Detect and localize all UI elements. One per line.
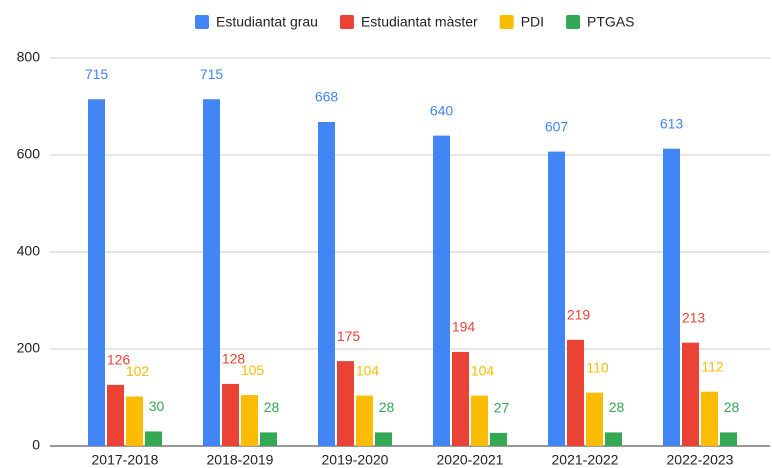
data-label: 28: [379, 399, 395, 415]
bar: [605, 432, 622, 446]
bar: [471, 395, 488, 446]
bar: [356, 395, 373, 446]
bar: [720, 432, 737, 446]
x-tick-label: 2021-2022: [552, 452, 619, 468]
bar: [241, 395, 258, 446]
data-label: 28: [724, 399, 740, 415]
legend-swatch: [566, 15, 581, 29]
data-label: 104: [356, 362, 380, 378]
data-label: 613: [660, 115, 684, 131]
y-tick-label: 0: [32, 437, 40, 453]
legend-label: PDI: [521, 14, 544, 30]
data-label: 102: [126, 363, 150, 379]
y-tick-label: 600: [17, 146, 41, 162]
data-label: 28: [609, 399, 625, 415]
x-tick-label: 2018-2019: [207, 452, 274, 468]
bar: [682, 342, 699, 446]
bar: [337, 361, 354, 446]
legend-label: Estudiantat grau: [216, 14, 318, 30]
data-label: 104: [471, 362, 495, 378]
data-label: 607: [545, 118, 569, 134]
bar: [107, 384, 124, 446]
legend-label: Estudiantat màster: [361, 14, 478, 30]
data-label: 175: [337, 328, 361, 344]
data-label: 194: [452, 319, 476, 335]
data-label: 126: [107, 352, 131, 368]
data-label: 668: [315, 89, 339, 105]
legend-label: PTGAS: [587, 14, 634, 30]
bar: [222, 383, 239, 446]
x-tick-label: 2017-2018: [92, 452, 159, 468]
data-label: 128: [222, 351, 246, 367]
data-label: 105: [241, 362, 265, 378]
y-tick-label: 800: [17, 49, 41, 65]
data-label: 640: [430, 102, 454, 118]
y-tick-label: 400: [17, 243, 41, 259]
bar: [203, 99, 220, 446]
bar: [701, 391, 718, 446]
data-label: 715: [200, 66, 224, 82]
bar: [126, 396, 143, 446]
data-label: 219: [567, 306, 591, 322]
data-label: 30: [149, 398, 165, 414]
data-label: 110: [586, 359, 609, 375]
data-label: 213: [682, 309, 706, 325]
x-tick-label: 2019-2020: [322, 452, 389, 468]
bar: [88, 99, 105, 446]
bar: [260, 432, 277, 446]
x-tick-label: 2020-2021: [437, 452, 504, 468]
bar: [375, 432, 392, 446]
data-label: 112: [701, 358, 724, 374]
bar: [318, 122, 335, 447]
data-label: 27: [494, 400, 510, 416]
y-tick-label: 200: [17, 340, 41, 356]
bar: [567, 339, 584, 446]
legend-swatch: [339, 15, 354, 29]
bar: [548, 151, 565, 447]
bar: [433, 135, 450, 446]
bar: [663, 148, 680, 446]
data-label: 715: [85, 66, 109, 82]
x-tick-label: 2022-2023: [667, 452, 734, 468]
bar: [586, 392, 603, 446]
bar: [452, 351, 469, 446]
legend-swatch: [499, 15, 514, 29]
data-label: 28: [264, 399, 280, 415]
bar: [145, 431, 162, 446]
bar: [490, 432, 507, 446]
legend-swatch: [195, 15, 209, 29]
